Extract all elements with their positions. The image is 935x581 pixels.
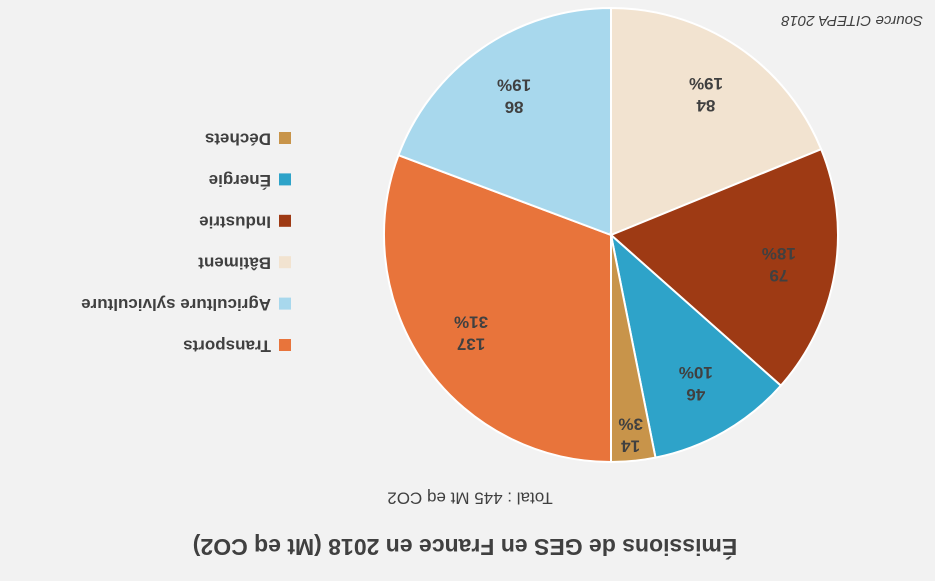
percentage-label: 19%	[497, 76, 531, 95]
value-label: 84	[696, 96, 715, 115]
legend-label: Transports	[183, 337, 271, 356]
pie-slice	[610, 6, 823, 237]
legend-label: Énergie	[209, 171, 271, 190]
legend-label: Industrie	[199, 212, 271, 231]
chart-title: Émissions de GES en France en 2018 (Mt e…	[193, 534, 738, 561]
legend-label: Agriculture sylviculture	[81, 295, 271, 314]
percentage-label: 18%	[762, 244, 796, 263]
value-label: 14	[621, 436, 640, 455]
pie-slice	[609, 232, 783, 459]
percentage-label: 3%	[618, 414, 643, 433]
percentage-label: 19%	[689, 74, 723, 93]
legend-label: Déchets	[205, 130, 271, 149]
pie-slice	[397, 6, 612, 237]
value-label: 86	[505, 98, 524, 117]
value-label: 137	[457, 334, 485, 353]
source: Source CITEPA 2018	[781, 12, 923, 29]
legend-swatch	[279, 132, 291, 144]
legend-swatch	[279, 214, 291, 227]
legend-swatch	[279, 173, 291, 186]
percentage-label: 31%	[454, 312, 488, 331]
chart-subtitle: Total : 445 Mt eq CO2	[387, 489, 552, 508]
legend-swatch	[279, 339, 291, 351]
value-label: 79	[769, 266, 788, 285]
pie-slice	[610, 234, 657, 464]
value-label: 46	[686, 385, 705, 404]
pie-slice	[383, 153, 612, 464]
legend-label: Bâtiment	[198, 254, 271, 273]
pie-slice	[609, 147, 839, 388]
legend-swatch	[279, 297, 291, 310]
legend-swatch	[279, 256, 291, 269]
percentage-label: 10%	[679, 363, 713, 382]
